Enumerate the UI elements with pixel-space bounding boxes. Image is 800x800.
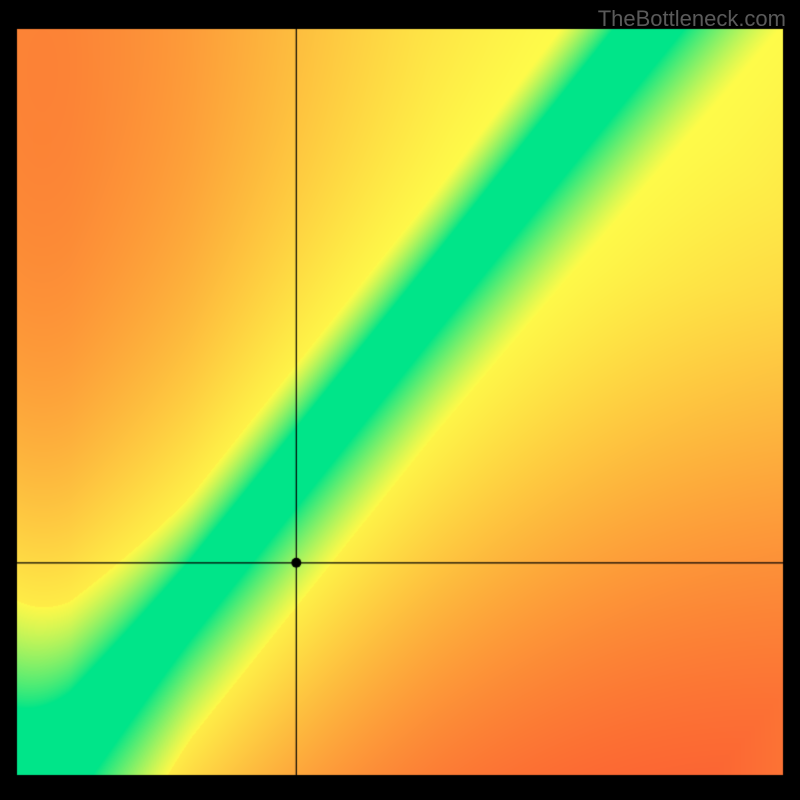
bottleneck-heatmap (0, 0, 800, 800)
chart-container: TheBottleneck.com (0, 0, 800, 800)
watermark-text: TheBottleneck.com (598, 6, 786, 32)
